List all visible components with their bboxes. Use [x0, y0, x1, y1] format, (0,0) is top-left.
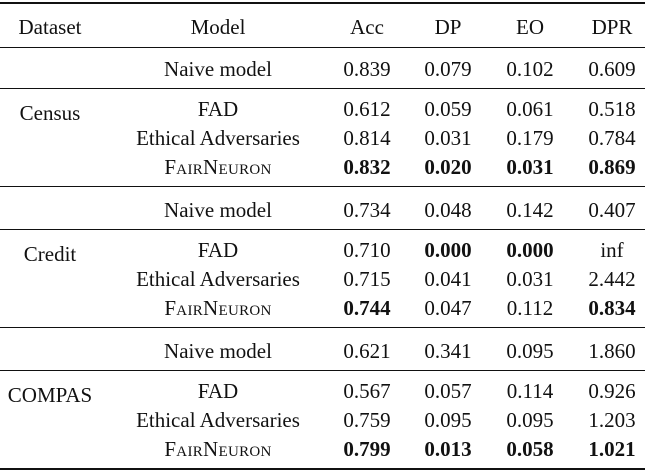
value-eo: 0.000 — [506, 238, 554, 262]
value-acc: 0.621 — [343, 339, 391, 363]
group-2-subrule — [0, 370, 645, 371]
value-acc: 0.759 — [343, 408, 391, 432]
model-name: FAD — [197, 238, 239, 262]
value-acc: 0.814 — [343, 126, 391, 150]
value-acc: 0.612 — [343, 97, 391, 121]
value-dp: 0.048 — [424, 198, 472, 222]
dataset-label: Census — [19, 101, 81, 125]
value-eo: 0.095 — [506, 339, 554, 363]
group-1-subrule — [0, 229, 645, 230]
model-name: Naive model — [164, 339, 272, 363]
model-name: FairNeuron — [164, 296, 272, 320]
header-dataset: Dataset — [18, 15, 82, 39]
value-dpr: 0.869 — [588, 155, 636, 179]
value-eo: 0.179 — [506, 126, 554, 150]
value-dp: 0.031 — [424, 126, 472, 150]
value-eo: 0.061 — [506, 97, 554, 121]
model-name: Ethical Adversaries — [136, 408, 300, 432]
value-acc: 0.832 — [343, 155, 391, 179]
value-acc: 0.734 — [343, 198, 391, 222]
value-dpr: 0.609 — [588, 57, 636, 81]
value-acc: 0.839 — [343, 57, 391, 81]
value-eo: 0.114 — [506, 379, 554, 403]
header-eo: EO — [516, 15, 544, 39]
value-dpr: 2.442 — [588, 267, 636, 291]
value-dpr: 1.203 — [588, 408, 636, 432]
header-dp: DP — [434, 15, 462, 39]
value-dpr: 1.860 — [588, 339, 636, 363]
group-1-divider — [0, 327, 645, 328]
value-dp: 0.059 — [424, 97, 472, 121]
value-dp: 0.047 — [424, 296, 472, 320]
model-name: Naive model — [164, 57, 272, 81]
value-dpr: 0.518 — [588, 97, 636, 121]
header-dpr: DPR — [591, 15, 633, 39]
model-name: Naive model — [164, 198, 272, 222]
model-name: Ethical Adversaries — [136, 126, 300, 150]
model-name: FairNeuron — [164, 437, 272, 461]
model-name: FAD — [197, 379, 239, 403]
value-dp: 0.341 — [424, 339, 472, 363]
top-rule — [0, 2, 645, 4]
value-acc: 0.744 — [343, 296, 391, 320]
value-dp: 0.000 — [424, 238, 472, 262]
value-eo: 0.058 — [506, 437, 554, 461]
value-dpr: 1.021 — [588, 437, 636, 461]
value-acc: 0.799 — [343, 437, 391, 461]
value-acc: 0.715 — [343, 267, 391, 291]
value-dp: 0.079 — [424, 57, 472, 81]
value-eo: 0.031 — [506, 155, 554, 179]
value-dpr: 0.407 — [588, 198, 636, 222]
value-dp: 0.013 — [424, 437, 472, 461]
value-eo: 0.031 — [506, 267, 554, 291]
header-model: Model — [190, 15, 246, 39]
header-acc: Acc — [350, 15, 384, 39]
header-rule — [0, 47, 645, 48]
group-0-subrule — [0, 88, 645, 89]
value-dpr: inf — [600, 238, 624, 262]
value-dp: 0.057 — [424, 379, 472, 403]
value-dpr: 0.834 — [588, 296, 636, 320]
bottom-rule — [0, 468, 645, 470]
value-eo: 0.095 — [506, 408, 554, 432]
dataset-label: Credit — [23, 242, 77, 266]
value-dp: 0.095 — [424, 408, 472, 432]
dataset-label: COMPAS — [7, 383, 93, 407]
model-name: Ethical Adversaries — [136, 267, 300, 291]
value-eo: 0.142 — [506, 198, 554, 222]
value-eo: 0.102 — [506, 57, 554, 81]
value-acc: 0.567 — [343, 379, 391, 403]
value-dpr: 0.784 — [588, 126, 636, 150]
value-dpr: 0.926 — [588, 379, 636, 403]
value-eo: 0.112 — [506, 296, 554, 320]
model-name: FAD — [197, 97, 239, 121]
value-dp: 0.041 — [424, 267, 472, 291]
group-0-divider — [0, 186, 645, 187]
value-dp: 0.020 — [424, 155, 472, 179]
value-acc: 0.710 — [343, 238, 391, 262]
model-name: FairNeuron — [164, 155, 272, 179]
